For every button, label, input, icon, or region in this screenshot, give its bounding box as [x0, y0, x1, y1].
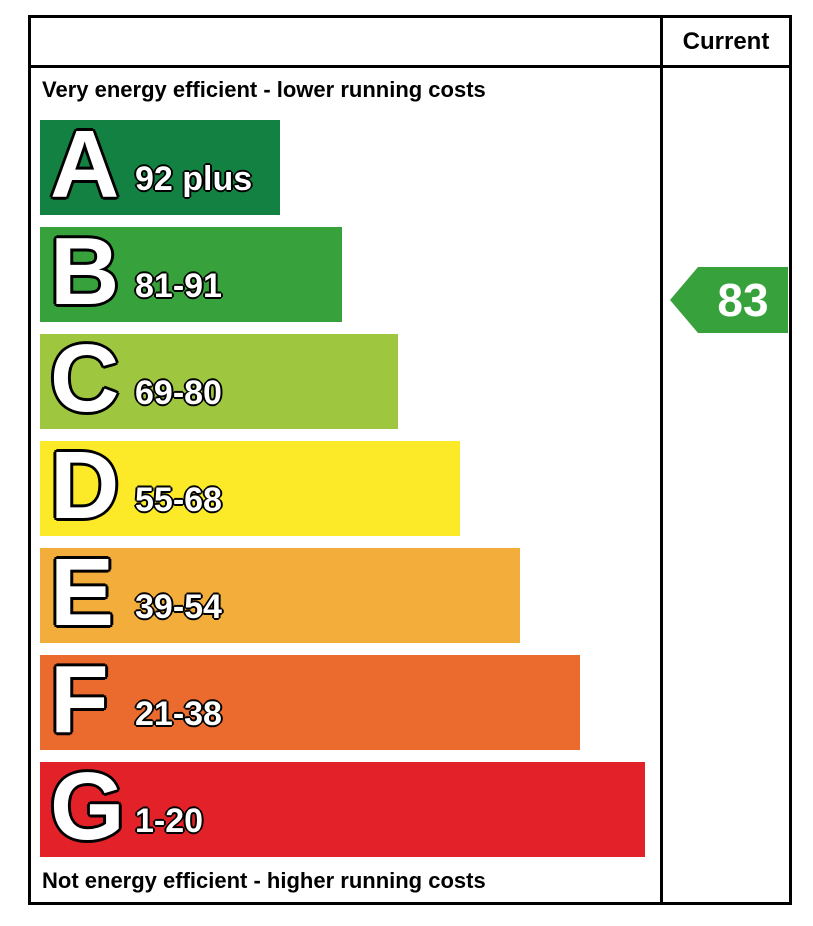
- band-range: 69-80: [135, 374, 222, 412]
- current-column: 83: [663, 68, 789, 902]
- band-f: F 21-38: [40, 645, 580, 753]
- band-range: 92 plus: [135, 160, 253, 198]
- current-rating-value: 83: [698, 267, 788, 333]
- band-d: D 55-68: [40, 431, 460, 539]
- band-e: E 39-54: [40, 538, 520, 646]
- band-letter: E: [50, 538, 115, 646]
- band-letter: B: [50, 217, 120, 325]
- band-range: 55-68: [135, 481, 222, 519]
- current-column-header: Current: [663, 18, 789, 68]
- band-letter: C: [50, 324, 120, 432]
- arrow-left-tip-icon: [670, 267, 698, 333]
- bands-cell: Very energy efficient - lower running co…: [31, 68, 663, 902]
- band-g: G 1-20: [40, 752, 645, 860]
- band-range: 21-38: [135, 695, 222, 733]
- band-range: 39-54: [135, 588, 222, 626]
- band-letter: D: [50, 431, 120, 539]
- band-letter: F: [50, 645, 109, 753]
- band-range: 1-20: [135, 802, 204, 840]
- band-letter: A: [50, 110, 120, 218]
- band-b: B 81-91: [40, 217, 342, 325]
- header-spacer-cell: [31, 18, 663, 68]
- band-c: C 69-80: [40, 324, 398, 432]
- top-caption: Very energy efficient - lower running co…: [42, 77, 486, 102]
- current-rating-arrow: 83: [670, 267, 788, 333]
- epc-table: Current Very energy efficient - lower ru…: [28, 15, 792, 905]
- band-a: A 92 plus: [40, 110, 280, 218]
- band-list: A 92 plus B 81-91 C 69-80 D 55-68 E 39-54 F 21-38 G 1…: [40, 110, 645, 869]
- band-letter: G: [50, 752, 125, 860]
- bottom-caption: Not energy efficient - higher running co…: [42, 868, 486, 893]
- band-range: 81-91: [135, 267, 222, 305]
